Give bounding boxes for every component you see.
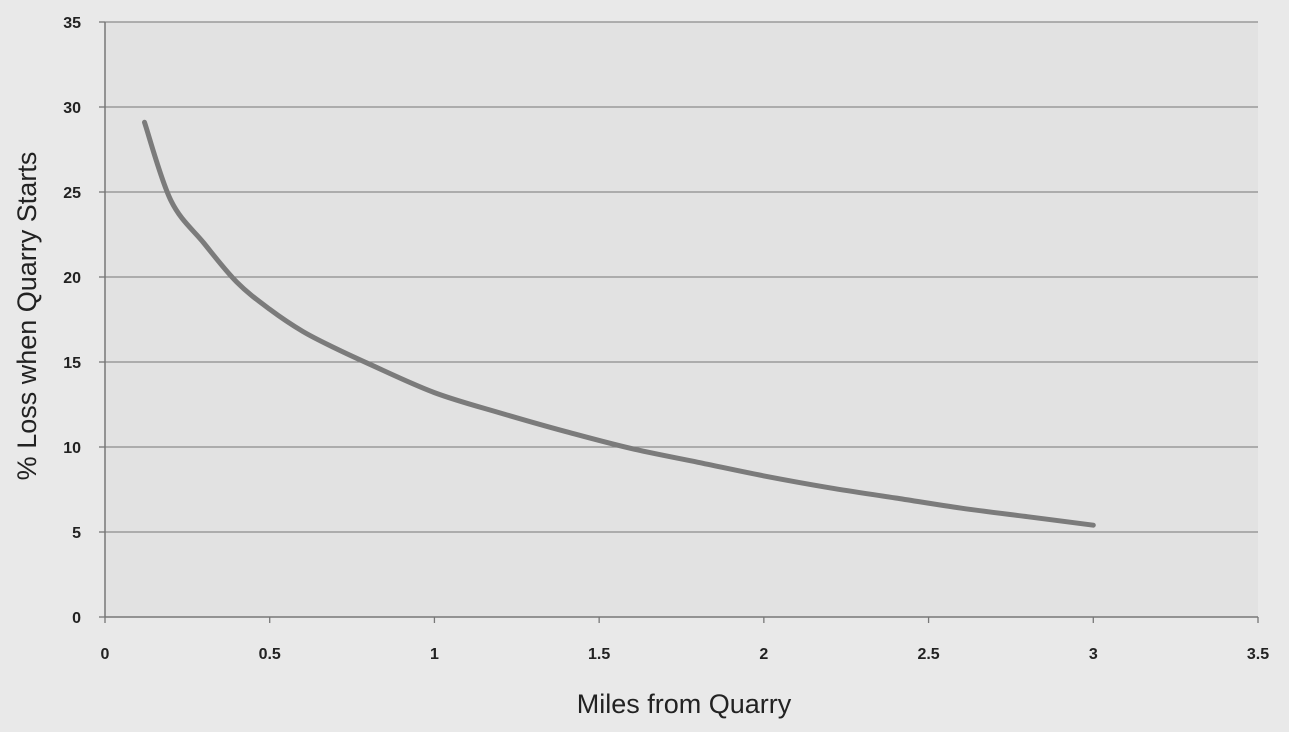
x-tick-label: 0.5 [259, 646, 281, 663]
y-tick-label: 10 [63, 440, 81, 457]
series-layer [142, 119, 1096, 528]
y-tick-label: 30 [63, 100, 81, 117]
y-axis-ticks: 0 5 10 15 20 25 30 35 [63, 15, 105, 627]
y-tick-label: 0 [72, 610, 81, 627]
x-tick-label: 3 [1089, 646, 1098, 663]
x-tick-label: 1.5 [588, 646, 610, 663]
axes [104, 22, 1258, 618]
y-tick-label: 35 [63, 15, 81, 32]
y-tick-label: 25 [63, 185, 81, 202]
series-line [142, 119, 1096, 528]
y-tick-label: 20 [63, 270, 81, 287]
x-tick-label: 2.5 [917, 646, 939, 663]
y-tick-label: 15 [63, 355, 81, 372]
plot-area [105, 22, 1258, 617]
y-tick-label: 5 [72, 525, 81, 542]
x-tick-label: 3.5 [1247, 646, 1269, 663]
y-axis-title: % Loss when Quarry Starts [12, 152, 42, 481]
x-tick-label: 1 [430, 646, 439, 663]
x-tick-label: 2 [759, 646, 768, 663]
gridlines [105, 21, 1258, 533]
x-axis-title: Miles from Quarry [577, 689, 792, 719]
x-axis-ticks: 0 0.5 1 1.5 2 2.5 3 3.5 [101, 617, 1269, 663]
x-tick-label: 0 [101, 646, 110, 663]
